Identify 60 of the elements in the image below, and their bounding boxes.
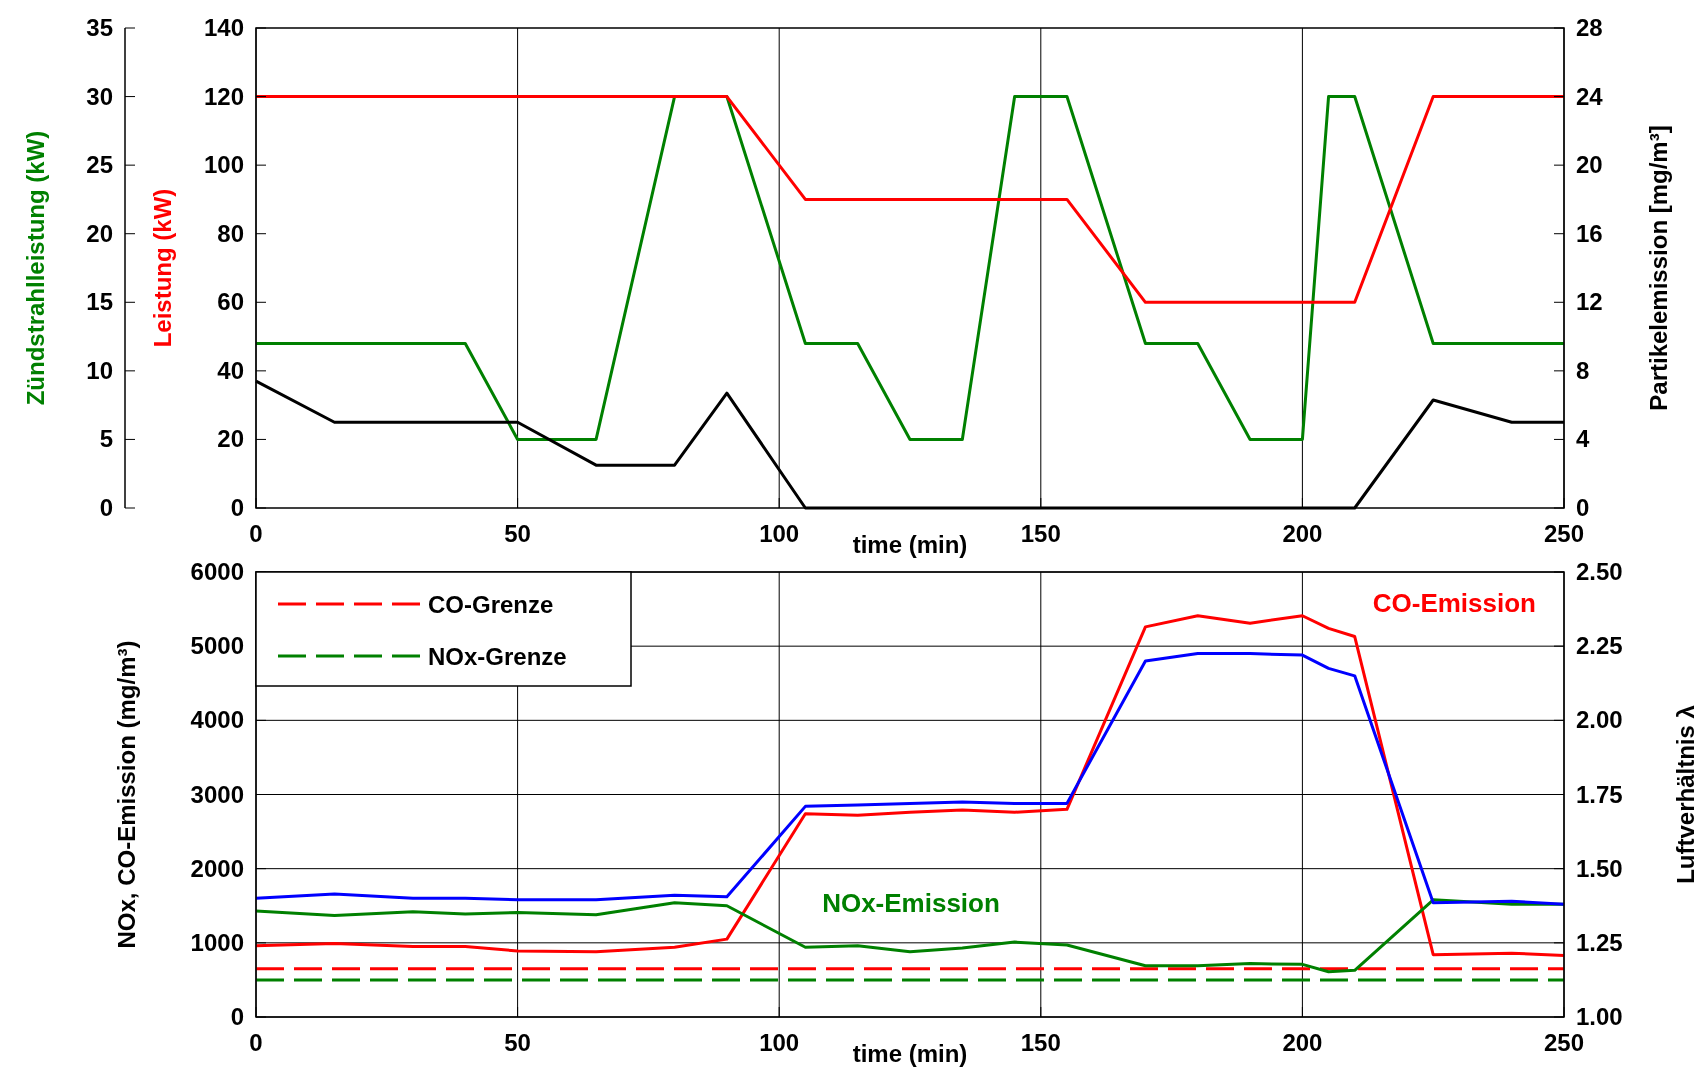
y-tick-label: 30 [86, 82, 113, 110]
y2-tick-label: 16 [1576, 219, 1603, 247]
y-tick-label: 3000 [190, 780, 244, 808]
legend-label: CO-Grenze [428, 591, 554, 618]
y2-tick-label: 1.25 [1576, 928, 1623, 956]
y2-tick-label: 2.50 [1576, 558, 1623, 585]
y2-axis-title: Luftverhältnis λ [1672, 705, 1700, 884]
y-tick-label: 5000 [190, 632, 244, 660]
y3-tick-label: 40 [217, 356, 244, 384]
y2-tick-label: 20 [1576, 151, 1603, 179]
y-axis-title: Zündstrahlleistung (kW) [22, 130, 50, 406]
x-tick-label: 200 [1282, 520, 1323, 547]
y3-tick-label: 60 [217, 288, 244, 316]
y2-tick-label: 2.25 [1576, 632, 1623, 660]
x-tick-label: 0 [249, 520, 263, 547]
y2-tick-label: 28 [1576, 14, 1603, 41]
y-tick-label: 0 [230, 1003, 244, 1030]
y-tick-label: 2000 [190, 854, 244, 882]
x-axis-title: time (min) [852, 531, 968, 558]
x-tick-label: 250 [1543, 520, 1585, 547]
line-series [254, 614, 1566, 957]
x-tick-label: 150 [1020, 520, 1061, 547]
y-axis-title: NOx, CO-Emission (mg/m³) [113, 640, 141, 949]
y-tick-label: 10 [86, 356, 113, 384]
y3-tick-label: 120 [203, 82, 244, 110]
y2-tick-label: 4 [1576, 425, 1590, 453]
x-tick-label: 50 [504, 1029, 531, 1056]
y-tick-label: 5 [99, 425, 113, 453]
y2-tick-label: 12 [1576, 288, 1603, 316]
y-tick-label: 25 [86, 151, 113, 179]
legend-label: NOx-Grenze [428, 643, 567, 670]
y-tick-label: 15 [86, 288, 113, 316]
x-tick-label: 100 [759, 520, 800, 547]
y-tick-label: 0 [99, 494, 113, 521]
y2-axis-title: Partikelemission [mg/m³] [1645, 125, 1673, 411]
x-tick-label: 150 [1020, 1029, 1061, 1056]
x-tick-label: 200 [1282, 1029, 1323, 1056]
y-tick-label: 20 [86, 219, 113, 247]
y3-axis-title: Leistung (kW) [149, 188, 177, 348]
y2-tick-label: 0 [1576, 494, 1590, 521]
y2-tick-label: 1.00 [1576, 1003, 1623, 1030]
y-tick-label: 6000 [190, 558, 244, 585]
x-tick-label: 50 [504, 520, 531, 547]
y-tick-label: 1000 [190, 928, 244, 956]
y3-tick-label: 100 [203, 151, 244, 179]
x-tick-label: 0 [249, 1029, 263, 1056]
y2-tick-label: 1.75 [1576, 780, 1623, 808]
y3-tick-label: 80 [217, 219, 244, 247]
x-tick-label: 100 [759, 1029, 800, 1056]
y-tick-label: 35 [86, 14, 113, 41]
series-label: CO-Emission [1372, 588, 1536, 618]
y-tick-label: 4000 [190, 706, 244, 734]
y2-tick-label: 8 [1576, 356, 1590, 384]
y2-tick-label: 2.00 [1576, 706, 1623, 734]
y2-tick-label: 1.50 [1576, 854, 1623, 882]
y2-tick-label: 24 [1576, 82, 1604, 110]
series-label: NOx-Emission [822, 888, 1000, 918]
x-tick-label: 250 [1543, 1029, 1585, 1056]
x-axis-title: time (min) [852, 1040, 968, 1067]
y3-tick-label: 140 [203, 14, 244, 41]
